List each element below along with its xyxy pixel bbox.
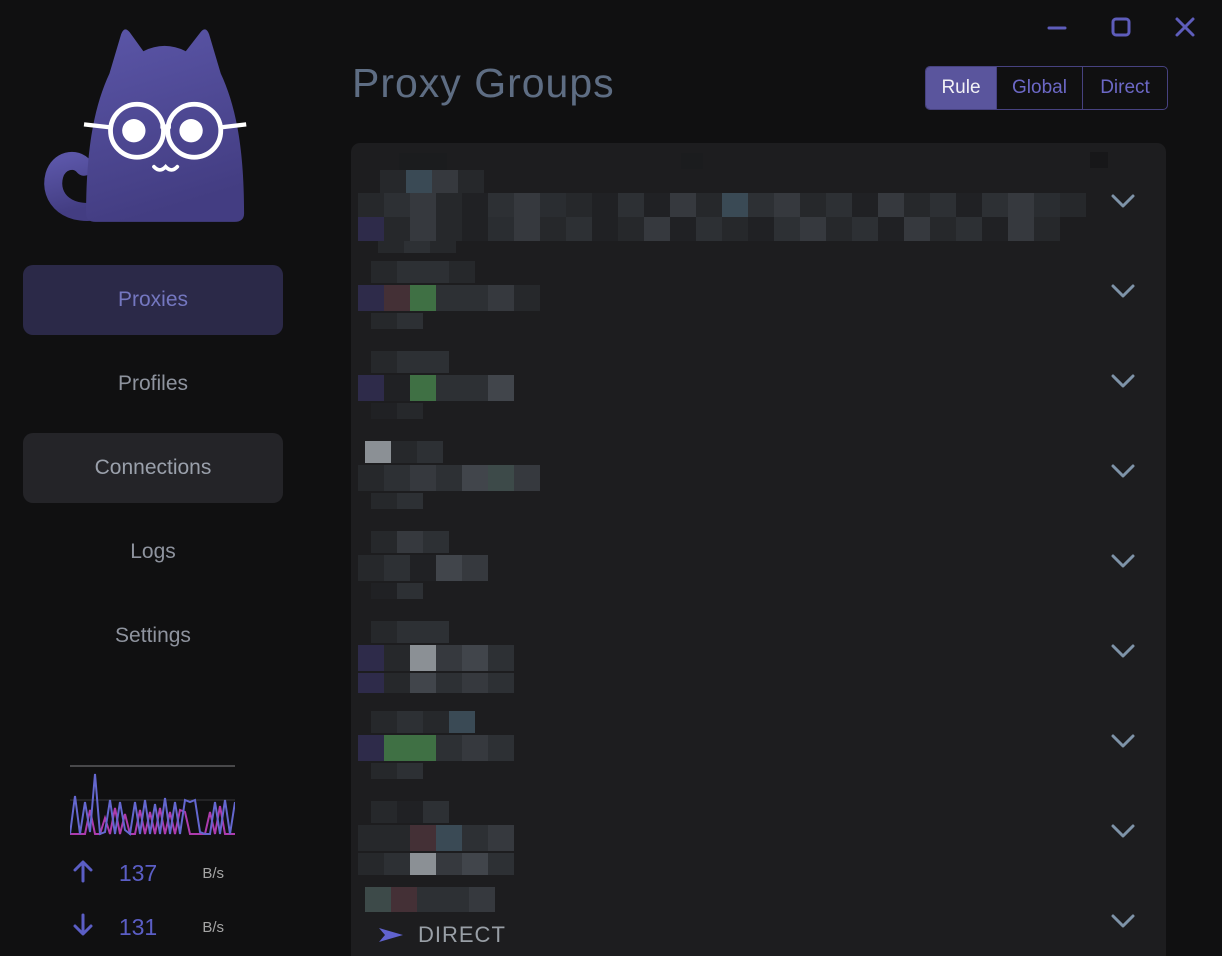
traffic-sparkline bbox=[69, 762, 236, 842]
censored-text-mosaic bbox=[371, 801, 449, 823]
chevron-down-icon[interactable] bbox=[1103, 369, 1143, 393]
download-speed-unit: B/s bbox=[202, 918, 224, 936]
mode-tab-rule[interactable]: Rule bbox=[926, 67, 997, 109]
censored-text-mosaic bbox=[365, 887, 495, 912]
censored-text-mosaic bbox=[358, 853, 514, 875]
censored-text-mosaic bbox=[371, 891, 423, 909]
chevron-down-icon[interactable] bbox=[1103, 459, 1143, 483]
upload-speed-value: 137 bbox=[118, 859, 158, 886]
upload-arrow-icon bbox=[70, 857, 100, 890]
mode-tab-label: Rule bbox=[941, 77, 981, 98]
censored-text-mosaic bbox=[371, 583, 423, 599]
direct-proxy-row[interactable]: DIRECT bbox=[376, 922, 506, 948]
download-speed-value: 131 bbox=[118, 913, 158, 940]
censored-text-mosaic bbox=[358, 735, 514, 761]
censored-text-mosaic bbox=[358, 465, 540, 491]
app-logo-cat bbox=[38, 12, 253, 229]
sidebar-item-logs[interactable]: Logs bbox=[23, 517, 283, 587]
censored-text-mosaic bbox=[399, 153, 447, 170]
sidebar-item-connections[interactable]: Connections bbox=[23, 433, 283, 503]
sidebar-nav: Proxies Profiles Connections Logs Settin… bbox=[23, 265, 283, 685]
proxy-groups-card: DIRECT bbox=[351, 143, 1166, 956]
censored-text-mosaic bbox=[358, 555, 488, 581]
mode-tab-global[interactable]: Global bbox=[997, 67, 1083, 109]
censored-text-mosaic bbox=[371, 621, 449, 643]
sidebar-item-settings[interactable]: Settings bbox=[23, 601, 283, 671]
censored-text-mosaic bbox=[371, 313, 423, 329]
upload-traffic: 137 B/s bbox=[70, 858, 236, 888]
sidebar-item-label: Profiles bbox=[117, 372, 189, 395]
sidebar-item-label: Settings bbox=[115, 624, 191, 647]
censored-text-mosaic bbox=[358, 217, 1060, 241]
censored-text-mosaic bbox=[371, 403, 423, 419]
sidebar: Proxies Profiles Connections Logs Settin… bbox=[0, 0, 306, 956]
sidebar-item-label: Connections bbox=[94, 456, 212, 479]
censored-text-mosaic bbox=[365, 441, 443, 463]
censored-text-mosaic bbox=[358, 285, 540, 311]
censored-text-mosaic bbox=[371, 711, 475, 733]
upload-speed-unit: B/s bbox=[202, 864, 224, 882]
chevron-down-icon[interactable] bbox=[1103, 279, 1143, 303]
direct-proxy-label: DIRECT bbox=[418, 922, 506, 947]
mode-tab-label: Global bbox=[1012, 77, 1067, 98]
censored-text-mosaic bbox=[380, 170, 484, 193]
close-icon bbox=[1175, 17, 1195, 37]
proxy-mode-switch: Rule Global Direct bbox=[925, 66, 1168, 110]
sidebar-item-label: Logs bbox=[130, 540, 176, 563]
selected-proxy-arrow-icon bbox=[379, 928, 403, 942]
mode-tab-label: Direct bbox=[1100, 77, 1150, 98]
chevron-down-icon[interactable] bbox=[1103, 729, 1143, 753]
chevron-down-icon[interactable] bbox=[1103, 639, 1143, 663]
censored-text-mosaic bbox=[358, 375, 514, 401]
window-controls bbox=[1044, 14, 1198, 40]
chevron-down-icon[interactable] bbox=[1103, 549, 1143, 573]
chevron-down-icon[interactable] bbox=[1103, 189, 1143, 213]
censored-text-mosaic bbox=[358, 193, 1086, 217]
censored-text-mosaic bbox=[371, 763, 423, 779]
maximize-icon bbox=[1111, 17, 1131, 37]
chevron-down-icon[interactable] bbox=[1103, 909, 1143, 933]
sidebar-item-profiles[interactable]: Profiles bbox=[23, 349, 283, 419]
sidebar-item-proxies[interactable]: Proxies bbox=[23, 265, 283, 335]
mode-tab-direct[interactable]: Direct bbox=[1083, 67, 1167, 109]
close-button[interactable] bbox=[1172, 14, 1198, 40]
download-arrow-icon bbox=[70, 911, 100, 944]
censored-text-mosaic bbox=[371, 493, 423, 509]
download-traffic: 131 B/s bbox=[70, 912, 236, 942]
minimize-icon bbox=[1047, 26, 1067, 30]
minimize-button[interactable] bbox=[1044, 14, 1070, 40]
censored-text-mosaic bbox=[1090, 152, 1108, 168]
censored-text-mosaic bbox=[358, 645, 514, 671]
censored-text-mosaic bbox=[371, 351, 449, 373]
cat-icon bbox=[44, 29, 247, 222]
censored-text-mosaic bbox=[371, 261, 475, 283]
censored-text-mosaic bbox=[358, 673, 514, 693]
censored-text-mosaic bbox=[681, 153, 703, 169]
censored-text-mosaic bbox=[358, 825, 514, 851]
censored-text-mosaic bbox=[371, 531, 449, 553]
chevron-down-icon[interactable] bbox=[1103, 819, 1143, 843]
maximize-button[interactable] bbox=[1108, 14, 1134, 40]
censored-text-mosaic bbox=[378, 241, 456, 253]
sidebar-item-label: Proxies bbox=[117, 288, 189, 311]
page-title: Proxy Groups bbox=[352, 60, 615, 106]
